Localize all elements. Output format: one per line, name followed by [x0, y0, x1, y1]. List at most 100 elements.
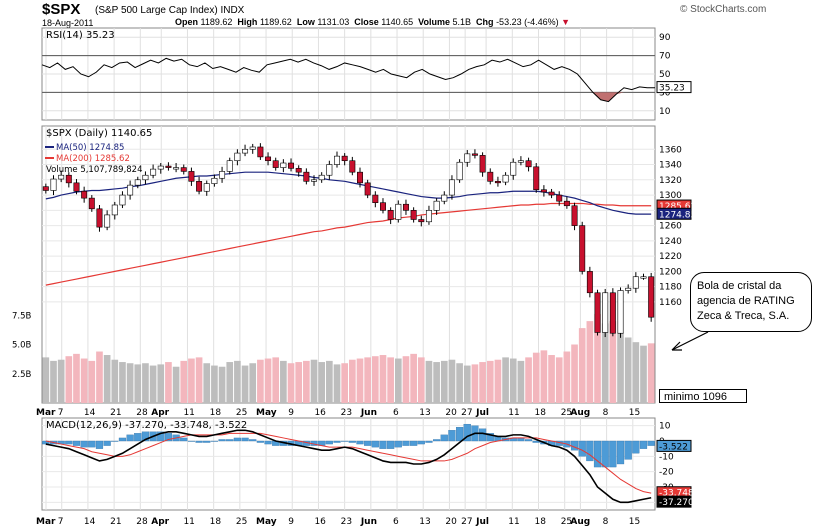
volume-bar [50, 360, 57, 403]
price-candle [556, 194, 563, 202]
macd-histogram-bar [203, 440, 211, 443]
macd-histogram-bar [456, 427, 464, 442]
volume-bar [578, 328, 586, 403]
price-candle [219, 171, 226, 179]
date-axis-label-bottom: Jun [360, 517, 377, 527]
volume-bar [257, 359, 264, 403]
price-tick-label: 1340 [659, 161, 682, 171]
date-axis-label: 11 [183, 408, 194, 418]
macd-histogram-bar [379, 440, 387, 449]
macd-tick-label: 10 [659, 422, 671, 432]
exchange: INDX [220, 5, 245, 16]
price-candle [165, 165, 172, 168]
volume-bar [440, 360, 448, 403]
price-candle [502, 174, 509, 183]
volume-bar [525, 357, 532, 403]
volume-bar [349, 359, 356, 403]
price-candle [288, 162, 295, 169]
date-axis-label-bottom: 16 [314, 517, 326, 527]
date-axis-label-bottom: 11 [508, 517, 519, 527]
volume-bar [532, 352, 540, 403]
macd-histogram-bar [111, 440, 119, 442]
price-candle [157, 165, 164, 170]
date-axis-label-bottom: 21 [110, 517, 121, 527]
volume-bar [601, 323, 609, 403]
date-axis-label: 6 [393, 408, 399, 418]
date-axis-label: 13 [419, 408, 430, 418]
date-axis-label-bottom: 25 [561, 517, 572, 527]
volume-bar [624, 337, 632, 403]
volume-bar [241, 365, 249, 403]
macd-histogram-bar [387, 440, 395, 449]
date-axis-label: May [256, 408, 277, 418]
price-tick-label: 1260 [659, 222, 682, 232]
price-candle [196, 181, 203, 192]
volume-bar [73, 353, 80, 403]
price-candle [119, 194, 126, 206]
date-axis-label-bottom: Aug [570, 517, 590, 527]
macd-histogram-bar [218, 439, 226, 442]
price-candle [448, 179, 455, 196]
price-candle [111, 204, 118, 216]
macd-histogram-bar [118, 437, 127, 442]
macd-histogram-bar [632, 440, 640, 454]
price-candle [272, 160, 279, 168]
date-axis-label-bottom: 27 [461, 517, 472, 527]
volume-bar [394, 358, 402, 403]
volume-bar [188, 358, 195, 403]
macd-histogram-bar [233, 437, 241, 442]
price-candle [441, 194, 448, 202]
macd-histogram-bar [72, 440, 81, 446]
macd-histogram-bar [478, 428, 487, 442]
price-candle [357, 171, 363, 184]
volume-bar [433, 362, 440, 403]
macd-histogram-bar [348, 440, 356, 443]
date-axis-label-bottom: 6 [393, 517, 399, 527]
price-candle [242, 148, 249, 154]
ma200-line [45, 202, 652, 286]
rsi-tick-label: 10 [659, 107, 671, 117]
macd-histogram-bar [616, 440, 625, 465]
macd-signal-line [45, 432, 652, 494]
volume-bar [318, 362, 326, 403]
price-candle [203, 183, 210, 192]
volume-bar [333, 364, 341, 403]
price-candle [425, 210, 432, 223]
price-candle [571, 205, 578, 226]
price-tick-label: 1160 [659, 298, 682, 308]
volume-bar [341, 363, 348, 403]
macd-histogram-bar [88, 440, 96, 448]
volume-bar [326, 360, 333, 403]
price-candle [510, 161, 517, 176]
rsi-tick-label: 30 [659, 88, 671, 98]
callout-pointer [671, 331, 709, 351]
macd-histogram-bar [486, 433, 494, 442]
price-candle [280, 162, 287, 168]
volume-legend: Volume 5,107,789,824 [46, 165, 143, 175]
price-candle [602, 292, 609, 333]
price-candle [456, 161, 463, 181]
price-candle [517, 160, 524, 163]
macd-histogram-bar [141, 431, 150, 442]
price-candle [81, 190, 88, 199]
callout-arrowhead [671, 341, 682, 351]
price-candle [579, 225, 586, 272]
volume-bar [280, 360, 287, 403]
volume-bar [571, 344, 578, 403]
volume-bar [287, 363, 295, 403]
high-label: High [237, 17, 258, 27]
volume-bar [647, 343, 655, 403]
quote-summary: Open 1189.62 High 1189.62 Low 1131.03 Cl… [175, 17, 570, 27]
ticker-name: (S&P 500 Large Cap Index) INDX [95, 5, 244, 16]
date-axis-label: 16 [314, 408, 326, 418]
macd-histogram-bar [241, 437, 249, 442]
macd-histogram-bar [609, 440, 617, 468]
ma200-legend: MA(200) 1285.62 [56, 154, 130, 164]
macd-histogram-bar [371, 440, 379, 448]
price-candle [533, 166, 540, 191]
index-name: (S&P 500 Large Cap Index) [95, 5, 218, 16]
macd-histogram-bar [647, 440, 655, 446]
price-tick-label: 1240 [659, 237, 682, 247]
date-axis-label-bottom: May [256, 517, 277, 527]
volume-bar [371, 356, 379, 403]
